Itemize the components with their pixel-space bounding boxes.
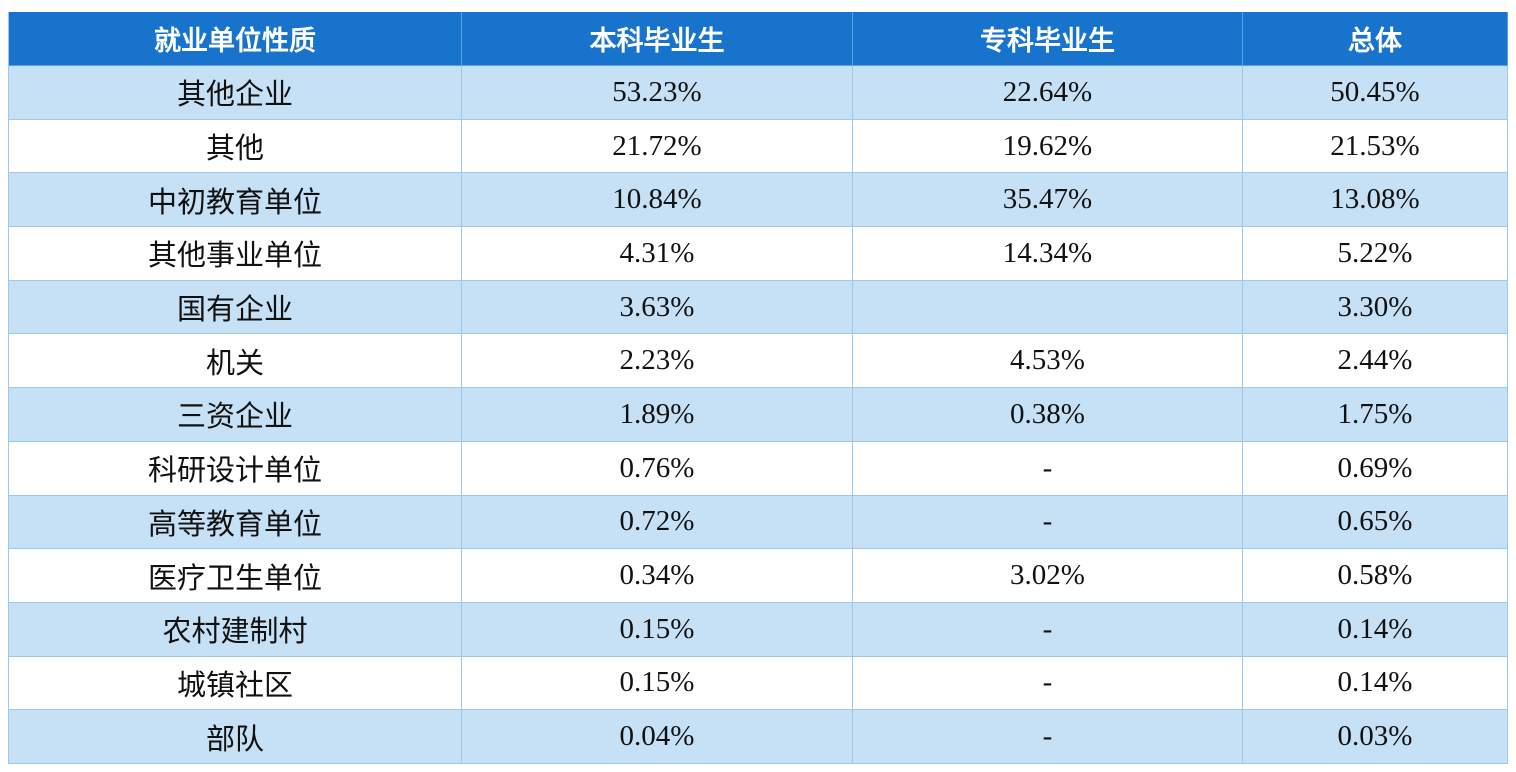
table-cell: 0.15% <box>462 602 853 657</box>
table-cell: 21.53% <box>1243 119 1508 174</box>
table-cell: 4.53% <box>853 334 1243 389</box>
row-label: 三资企业 <box>8 388 462 442</box>
table-cell: 1.75% <box>1243 388 1508 442</box>
table-cell: - <box>853 602 1243 657</box>
row-label: 其他事业单位 <box>8 227 462 281</box>
row-label: 部队 <box>8 710 462 764</box>
table-cell: 0.34% <box>462 549 853 603</box>
table-cell: 50.45% <box>1243 66 1508 120</box>
table-cell: 0.03% <box>1243 710 1508 764</box>
table-cell: 0.58% <box>1243 549 1508 603</box>
table-cell: 3.02% <box>853 549 1243 603</box>
table-cell: 10.84% <box>462 173 853 228</box>
row-label: 中初教育单位 <box>8 173 462 228</box>
table-cell: 53.23% <box>462 66 853 120</box>
table-cell: 3.30% <box>1243 280 1508 335</box>
table-cell: 3.63% <box>462 280 853 335</box>
table-cell: 22.64% <box>853 66 1243 120</box>
row-label: 农村建制村 <box>8 602 462 657</box>
table-cell: 19.62% <box>853 119 1243 174</box>
row-label: 科研设计单位 <box>8 441 462 496</box>
table-cell <box>853 280 1243 335</box>
table-cell: - <box>853 656 1243 711</box>
table-cell: 2.23% <box>462 334 853 389</box>
row-label: 高等教育单位 <box>8 495 462 550</box>
table-cell: 13.08% <box>1243 173 1508 228</box>
header-cell: 本科毕业生 <box>462 12 853 66</box>
table-cell: 0.72% <box>462 495 853 550</box>
table-cell: - <box>853 495 1243 550</box>
row-label: 其他 <box>8 119 462 174</box>
table-cell: 2.44% <box>1243 334 1508 389</box>
row-label: 医疗卫生单位 <box>8 549 462 603</box>
table-cell: - <box>853 441 1243 496</box>
table-cell: 0.04% <box>462 710 853 764</box>
table-cell: 35.47% <box>853 173 1243 228</box>
table-cell: - <box>853 710 1243 764</box>
table-cell: 0.14% <box>1243 602 1508 657</box>
header-cell: 总体 <box>1243 12 1508 66</box>
row-label: 机关 <box>8 334 462 389</box>
row-label: 城镇社区 <box>8 656 462 711</box>
table-cell: 0.14% <box>1243 656 1508 711</box>
table-cell: 1.89% <box>462 388 853 442</box>
table-cell: 0.15% <box>462 656 853 711</box>
table-cell: 21.72% <box>462 119 853 174</box>
table-cell: 0.38% <box>853 388 1243 442</box>
table-cell: 0.76% <box>462 441 853 496</box>
table-cell: 5.22% <box>1243 227 1508 281</box>
table-cell: 14.34% <box>853 227 1243 281</box>
row-label: 国有企业 <box>8 280 462 335</box>
table-cell: 0.65% <box>1243 495 1508 550</box>
table-cell: 4.31% <box>462 227 853 281</box>
row-label: 其他企业 <box>8 66 462 120</box>
table-cell: 0.69% <box>1243 441 1508 496</box>
header-cell: 专科毕业生 <box>853 12 1243 66</box>
header-cell: 就业单位性质 <box>8 12 462 66</box>
